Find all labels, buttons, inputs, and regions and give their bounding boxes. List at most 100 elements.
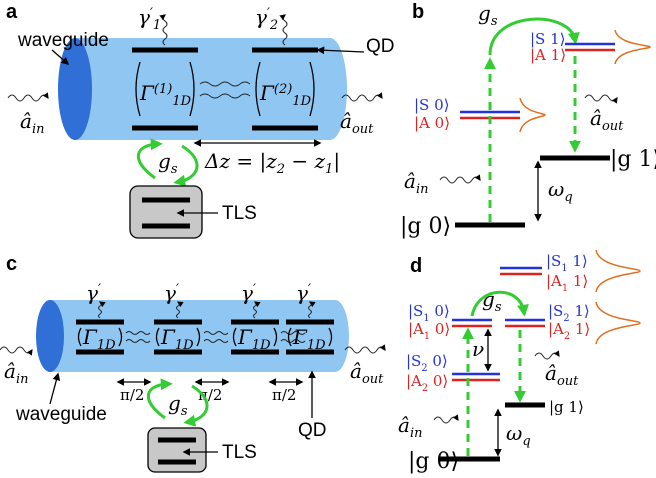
frequency: ωq	[548, 177, 573, 205]
label-part: 0⟩	[430, 320, 450, 338]
output-wave	[535, 353, 559, 359]
ket: |g 0⟩	[408, 449, 459, 474]
label-part: |S	[406, 352, 421, 370]
loss-rate: γ′1	[138, 5, 161, 33]
label-part: − z	[285, 149, 325, 173]
label-part: Γ	[82, 325, 98, 349]
coupling-arrow	[148, 384, 168, 418]
output-wave	[342, 95, 382, 101]
label-part: q	[564, 190, 572, 205]
label-part: ω	[548, 177, 564, 201]
page: {"panels": { "a": {"letter": "a", "waveg…	[0, 0, 656, 478]
lineshape	[615, 30, 650, 64]
label-part: â	[20, 109, 32, 133]
label-part: 2	[269, 18, 278, 33]
pointer	[50, 374, 58, 404]
label-part: Γ	[259, 81, 275, 105]
label-part: g	[168, 391, 181, 415]
phase: π/2	[120, 386, 144, 404]
label-part: s	[181, 404, 188, 419]
input-wave	[440, 177, 480, 183]
ket: |S1 1⟩	[546, 252, 588, 274]
separation: Δz = |z2 − z1|	[204, 149, 340, 177]
ket: |g 1⟩	[549, 398, 584, 416]
label-part: 1⟩	[570, 302, 590, 320]
panel-letter: d	[410, 255, 422, 277]
label-part: ′	[98, 282, 101, 297]
output-field: âout	[590, 106, 624, 134]
label-part: 1D	[97, 338, 116, 353]
label-part: â	[350, 359, 362, 383]
label-part: γ	[241, 281, 253, 305]
panel-letter: c	[6, 253, 17, 275]
label-part: â	[340, 109, 352, 133]
qd-label: QD	[298, 420, 327, 441]
output-wave	[585, 95, 617, 101]
label-part: â	[545, 361, 557, 385]
waveguide-body	[75, 38, 347, 140]
label-part: g	[158, 149, 171, 173]
tls-box	[148, 428, 206, 472]
label-part: Δz = |z	[204, 149, 277, 174]
label-part: |S	[548, 302, 563, 320]
label-part: s	[171, 162, 178, 177]
qd-label: QD	[366, 36, 395, 57]
label-part: q	[522, 434, 530, 449]
label-part: |S	[546, 252, 561, 270]
ket: |A2 1⟩	[548, 320, 590, 342]
waveguide-end	[36, 300, 64, 372]
label-part: |A	[406, 372, 422, 390]
coupling: gs	[168, 391, 188, 419]
label-part: out	[557, 374, 579, 389]
input-field: âin	[404, 169, 428, 197]
ket: |A2 0⟩	[406, 372, 448, 394]
label-part: in	[32, 122, 45, 137]
label-part: 1D	[175, 338, 194, 353]
label-part: ω	[506, 421, 522, 445]
label-part: 1⟩	[568, 272, 588, 290]
ket: |A 1⟩	[530, 46, 566, 64]
ket: |A1 0⟩	[408, 320, 450, 342]
label-part: ′	[176, 282, 179, 297]
coupling: gs	[158, 149, 178, 177]
input-field: âin	[398, 413, 422, 441]
ket: |g 0⟩	[400, 214, 451, 239]
label-part: Γ	[160, 325, 176, 349]
input-wave	[434, 417, 458, 423]
label-part: 1D	[172, 94, 191, 109]
tls-box	[130, 186, 202, 238]
label-part: (2)	[274, 82, 292, 97]
output-field: âout	[545, 361, 579, 389]
label-part: Γ	[292, 325, 308, 349]
label-part: in	[16, 372, 29, 387]
tls-label: TLS	[222, 442, 257, 463]
label-part: Γ	[139, 81, 155, 105]
label-part: s	[491, 14, 498, 29]
coupling-arrow	[178, 146, 197, 182]
label-part: 1D	[307, 338, 326, 353]
panel-letter: b	[412, 1, 424, 23]
input-wave	[0, 347, 32, 353]
label-part: (1)	[154, 82, 172, 97]
label-part: 0⟩	[428, 352, 448, 370]
ket: |S 0⟩	[414, 96, 450, 114]
label-part: out	[602, 119, 624, 134]
output-field: âout	[350, 359, 384, 387]
output-field: âout	[340, 109, 374, 137]
tls-label: TLS	[222, 203, 257, 224]
label-part: â	[404, 169, 416, 193]
label-part: out	[352, 122, 374, 137]
label-part: 1	[153, 18, 161, 33]
label-part: 0⟩	[428, 372, 448, 390]
label-part: â	[590, 106, 602, 130]
coupling-arrow	[138, 144, 158, 178]
ket: |S2 0⟩	[406, 352, 448, 374]
label-part: γ	[86, 281, 98, 305]
loss-rate: γ′2	[255, 5, 278, 33]
label-part: |A	[408, 320, 424, 338]
lineshape	[596, 250, 640, 292]
label-part: 1⟩	[570, 320, 590, 338]
frequency: ωq	[506, 421, 531, 449]
label-part: γ	[138, 5, 150, 29]
lineshape	[596, 302, 640, 344]
